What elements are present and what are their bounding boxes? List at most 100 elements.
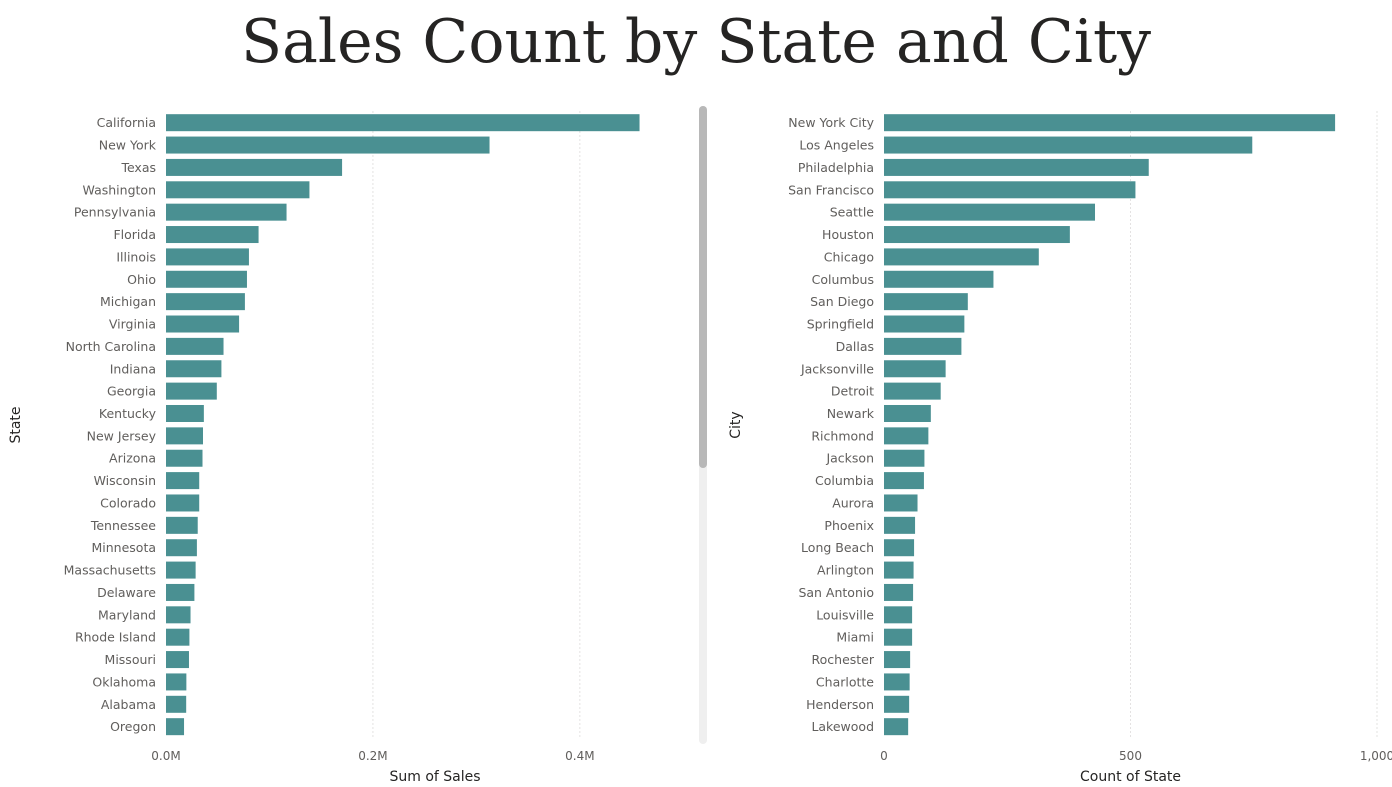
bar[interactable] (166, 695, 187, 713)
category-label: Dallas (836, 339, 874, 354)
state-sales-chart-svg: California New York Texas Washington Pennsyl… (8, 111, 640, 785)
category-label: Arlington (817, 563, 874, 578)
category-label: Ohio (127, 272, 156, 287)
bar[interactable] (884, 472, 924, 490)
bar[interactable] (166, 181, 310, 199)
bar[interactable] (884, 203, 1096, 221)
category-label: Wisconsin (94, 473, 156, 488)
x-tick-label: 0.4M (565, 749, 594, 763)
bar[interactable] (884, 494, 918, 512)
category-label: New York (99, 138, 157, 153)
state-sales-chart: California New York Texas Washington Pennsyl… (0, 100, 700, 787)
x-tick-label: 0.0M (151, 749, 180, 763)
category-label: Miami (836, 630, 874, 645)
bar[interactable] (884, 449, 925, 467)
bar[interactable] (166, 270, 247, 288)
category-label: Los Angeles (799, 138, 874, 153)
bar[interactable] (166, 382, 217, 400)
bar[interactable] (884, 270, 994, 288)
bar[interactable] (166, 203, 287, 221)
bar[interactable] (884, 158, 1149, 176)
category-label: Rhode Island (75, 630, 156, 645)
category-label: Florida (113, 227, 156, 242)
bar[interactable] (884, 226, 1070, 244)
bar[interactable] (884, 114, 1336, 132)
x-tick-label: 0.2M (358, 749, 387, 763)
category-label: Georgia (107, 384, 156, 399)
category-label: Detroit (831, 384, 874, 399)
bar[interactable] (884, 695, 910, 713)
bar[interactable] (884, 673, 910, 691)
category-label: Chicago (824, 249, 874, 264)
category-label: Alabama (101, 697, 156, 712)
category-label: Long Beach (801, 540, 874, 555)
category-label: Jackson (825, 451, 874, 466)
bar[interactable] (884, 248, 1039, 266)
category-label: Washington (83, 182, 156, 197)
bar[interactable] (884, 628, 913, 646)
x-tick-label: 1,000 (1360, 749, 1392, 763)
bar[interactable] (166, 136, 490, 154)
category-label: Aurora (832, 495, 874, 510)
bar[interactable] (884, 651, 911, 669)
bar[interactable] (166, 606, 191, 624)
city-count-chart: New York City Los Angeles Philadelphia San … (720, 100, 1392, 787)
bar[interactable] (166, 516, 198, 534)
bar[interactable] (884, 718, 909, 736)
bar[interactable] (166, 114, 640, 132)
bar[interactable] (884, 539, 915, 557)
bar[interactable] (884, 360, 946, 378)
bar[interactable] (166, 539, 197, 557)
bar[interactable] (166, 293, 245, 311)
category-label: Tennessee (90, 518, 156, 533)
bar[interactable] (166, 494, 200, 512)
category-label: Lakewood (811, 719, 874, 734)
bar[interactable] (884, 315, 965, 333)
bar[interactable] (166, 651, 189, 669)
bar[interactable] (166, 427, 204, 445)
bar[interactable] (166, 315, 240, 333)
bar[interactable] (166, 158, 343, 176)
bar[interactable] (166, 561, 196, 579)
category-label: Oregon (110, 719, 156, 734)
chart-scrollbar[interactable] (699, 106, 707, 744)
bar[interactable] (884, 181, 1136, 199)
bar[interactable] (884, 427, 929, 445)
bar[interactable] (884, 293, 968, 311)
category-label: Richmond (811, 428, 874, 443)
bar[interactable] (166, 718, 185, 736)
bar[interactable] (884, 606, 913, 624)
bar[interactable] (884, 404, 931, 422)
scrollbar-thumb[interactable] (699, 106, 707, 468)
bar[interactable] (166, 472, 200, 490)
bar[interactable] (166, 628, 190, 646)
category-label: Columbia (815, 473, 874, 488)
bar[interactable] (166, 404, 204, 422)
bar[interactable] (884, 337, 962, 355)
city-count-chart-svg: New York City Los Angeles Philadelphia San … (728, 111, 1392, 785)
category-label: Pennsylvania (74, 205, 156, 220)
x-tick-label: 500 (1119, 749, 1142, 763)
category-label: Phoenix (824, 518, 874, 533)
bar[interactable] (166, 248, 249, 266)
bar[interactable] (884, 516, 916, 534)
category-label: New York City (788, 115, 874, 130)
category-label: Kentucky (99, 406, 157, 421)
category-label: Massachusetts (64, 563, 156, 578)
bar[interactable] (166, 583, 195, 601)
bar[interactable] (884, 583, 914, 601)
bar[interactable] (884, 136, 1253, 154)
category-label: New Jersey (87, 428, 157, 443)
bar[interactable] (166, 360, 222, 378)
bar[interactable] (884, 561, 914, 579)
category-label: Texas (120, 160, 156, 175)
category-label: San Francisco (788, 182, 874, 197)
category-label: North Carolina (66, 339, 156, 354)
category-label: Charlotte (816, 674, 874, 689)
bar[interactable] (166, 673, 187, 691)
bar[interactable] (884, 382, 941, 400)
bar[interactable] (166, 337, 224, 355)
bar[interactable] (166, 226, 259, 244)
category-label: Henderson (806, 697, 874, 712)
bar[interactable] (166, 449, 203, 467)
